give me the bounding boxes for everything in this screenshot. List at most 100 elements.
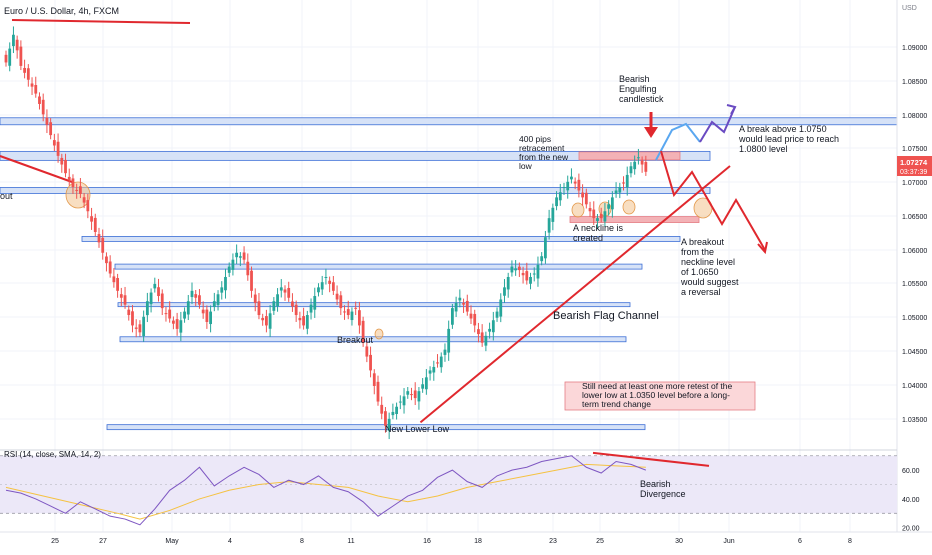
candle-body xyxy=(12,34,15,47)
candle-body xyxy=(395,406,398,415)
candle-body xyxy=(328,280,332,284)
candle-body xyxy=(320,282,324,290)
candle-body xyxy=(346,309,350,316)
candle-body xyxy=(64,159,67,174)
candle-body xyxy=(436,362,439,364)
candle-body xyxy=(276,294,279,307)
candle-body xyxy=(86,200,90,212)
candle-body xyxy=(484,335,488,346)
candle-body xyxy=(339,295,343,309)
candle-body xyxy=(138,324,142,333)
candle-body xyxy=(462,302,465,305)
price-axis-tick: 1.08000 xyxy=(902,113,927,120)
candle-body xyxy=(573,181,577,184)
candle-body xyxy=(194,294,198,298)
candle-body xyxy=(544,237,547,259)
neckline-zone xyxy=(569,216,700,223)
breakout-right-label-line-3: of 1.0650 xyxy=(681,267,719,277)
candle-body xyxy=(640,160,644,165)
flag-channel-label: Bearish Flag Channel xyxy=(553,310,659,322)
candle-body xyxy=(361,320,365,343)
candle-body xyxy=(372,373,376,386)
resistance-line-top xyxy=(11,19,191,24)
candle-body xyxy=(164,313,168,315)
time-axis-tick: 16 xyxy=(423,538,431,545)
zone-1075 xyxy=(0,150,711,161)
projection-purple-arrowhead xyxy=(726,104,737,115)
candle-body xyxy=(510,266,514,273)
rsi-sma-line xyxy=(5,463,646,520)
candle-body xyxy=(157,287,160,297)
candle-body xyxy=(101,237,105,253)
candle-body xyxy=(417,391,421,402)
time-axis-tick: 25 xyxy=(51,538,59,545)
candle-body xyxy=(153,283,157,289)
candle-body xyxy=(540,256,544,262)
candle-body xyxy=(79,186,82,194)
candle-body xyxy=(447,328,451,353)
candle-body xyxy=(599,214,603,219)
candle-body xyxy=(112,276,116,283)
candle-body xyxy=(517,266,521,271)
rsi-line xyxy=(5,455,647,526)
retracement-label-line-0: 400 pips xyxy=(519,134,551,144)
candle-body xyxy=(67,176,71,181)
candle-body xyxy=(60,157,64,165)
candle-body xyxy=(384,411,387,426)
candle-body xyxy=(30,83,34,87)
candle-body xyxy=(23,67,26,73)
candle-body xyxy=(119,294,123,298)
candle-body xyxy=(224,276,227,291)
candle-body xyxy=(521,272,525,276)
candle-body xyxy=(473,313,477,326)
candle-body xyxy=(596,218,599,222)
candle-body xyxy=(246,261,250,276)
time-axis-tick: 6 xyxy=(798,538,802,545)
price-axis-tick: 1.06500 xyxy=(902,214,927,221)
candle-body xyxy=(257,301,261,316)
candle-body xyxy=(618,187,622,193)
time-axis-tick: 30 xyxy=(675,538,683,545)
breakout-right-label-line-0: A breakout xyxy=(681,237,725,247)
candle-body xyxy=(265,316,268,326)
rsi-axis-tick: 60.00 xyxy=(902,468,920,475)
highlight-circle-5 xyxy=(374,328,384,340)
bearish-divergence-label-line-0: Bearish xyxy=(640,479,671,489)
candle-body xyxy=(398,401,402,403)
candle-body xyxy=(443,349,447,355)
candle-body xyxy=(633,161,637,170)
candle-body xyxy=(283,289,287,293)
candle-body xyxy=(82,197,86,203)
candle-body xyxy=(625,174,629,188)
candle-body xyxy=(235,252,239,258)
candle-body xyxy=(428,370,432,374)
retest-box-label-line-0: Still need at least one more retest of t… xyxy=(582,381,733,391)
breakout-right-label-line-2: neckline level xyxy=(681,257,735,267)
candle-body xyxy=(205,309,209,322)
neckline-label-line-1: created xyxy=(573,233,603,243)
price-axis-tick: 1.05000 xyxy=(902,315,927,322)
candle-body xyxy=(603,211,607,222)
candle-body xyxy=(238,256,242,258)
candle-body xyxy=(52,140,56,146)
candle-body xyxy=(71,178,75,188)
candle-body xyxy=(127,309,131,316)
candle-body xyxy=(294,304,298,316)
candle-body xyxy=(268,313,272,329)
candle-body xyxy=(108,261,112,274)
rising-trendline xyxy=(419,165,731,424)
highlight-circle-3 xyxy=(622,199,636,215)
break-above-label-line-1: would lead price to reach xyxy=(738,134,839,144)
retracement-label-line-3: low xyxy=(519,161,533,171)
candle-body xyxy=(354,307,358,309)
candle-body xyxy=(335,293,339,300)
candle-body xyxy=(168,309,172,319)
candle-body xyxy=(387,418,391,431)
candle-body xyxy=(209,311,212,325)
candle-body xyxy=(220,287,224,293)
projection-purple-path xyxy=(699,106,736,143)
candle-body xyxy=(343,311,346,313)
price-axis-currency: USD xyxy=(902,5,917,12)
candle-body xyxy=(499,299,503,317)
